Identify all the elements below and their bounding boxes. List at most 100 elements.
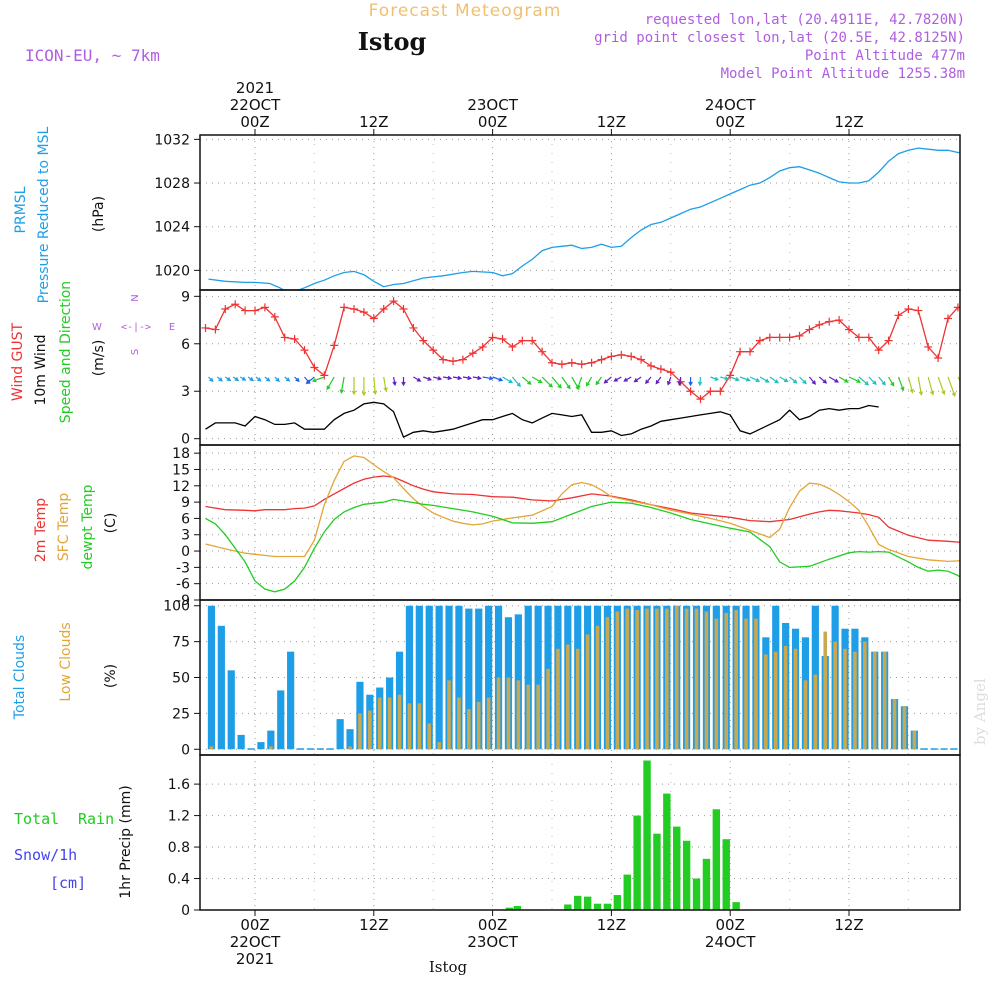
temperature-ytick-label: -9 (176, 593, 190, 609)
low-cloud-bar (516, 680, 521, 750)
gust-marker (528, 336, 537, 345)
gust-marker (340, 303, 349, 312)
temperature-ytick-label: 18 (172, 446, 190, 462)
wind-direction-arrow (633, 376, 642, 383)
wind-direction-arrow (401, 377, 406, 387)
low-cloud-bar (566, 644, 570, 750)
total-cloud-bar (346, 729, 354, 750)
total-cloud-bar (455, 605, 463, 750)
bottom-time-label: 00Z (478, 916, 507, 934)
total-cloud-bar (940, 748, 948, 750)
panels: 10201024102810320369-9-6-303691215180255… (154, 132, 984, 919)
rain-bar (673, 826, 681, 910)
wind-direction-arrow (492, 376, 504, 382)
gust-marker (330, 341, 339, 350)
rain-bar (702, 858, 711, 910)
low-cloud-bar (407, 703, 412, 750)
low-cloud-bar (457, 697, 461, 750)
low-cloud-bar (764, 654, 768, 750)
low-cloud-bar (843, 648, 847, 750)
cloud-ylabels: Total Clouds Low Clouds (%) (12, 622, 119, 720)
total-cloud-bar (960, 748, 967, 750)
temperature-ytick-label: 12 (172, 479, 190, 495)
precip-ytick-label: 0 (181, 903, 190, 919)
precip-frame (199, 754, 961, 911)
compass-west: W (92, 322, 102, 333)
total-cloud-bar (534, 605, 542, 750)
low-cloud-bar (665, 608, 669, 750)
rain-bar (722, 839, 730, 910)
rain-bar (643, 760, 651, 910)
bottom-time-label: 12Z (597, 916, 626, 934)
wind-grid (200, 290, 960, 445)
gust-line (205, 300, 960, 400)
total-cloud-bar (970, 748, 977, 750)
gust-marker (429, 346, 438, 355)
wind-direction-arrow (521, 376, 532, 385)
gust-marker (765, 333, 774, 342)
wind-direction-arrow (541, 376, 553, 388)
low-cloud-bar (744, 618, 748, 750)
gust-marker (449, 357, 457, 366)
gust-marker (746, 347, 754, 356)
gust-marker (320, 371, 329, 380)
gust-marker (270, 312, 279, 321)
wind-direction-arrow (720, 376, 730, 381)
rain-bar (633, 815, 641, 910)
gust-marker (508, 342, 517, 351)
low-cloud-bar (209, 746, 214, 750)
top-time-label: 12Z (834, 113, 863, 131)
gust-marker (518, 336, 527, 345)
total-cloud-bar (445, 605, 453, 750)
low-cloud-bar (368, 710, 372, 750)
pressure-grid (200, 135, 960, 290)
gust-marker (231, 300, 240, 309)
top-time-label: 22OCT (230, 96, 281, 114)
rain-bar (653, 833, 661, 910)
wind-direction-arrow (351, 377, 357, 396)
temperature-marks (205, 455, 960, 593)
wind-ytick-label: 6 (181, 337, 190, 353)
temp2m-line (205, 475, 960, 543)
bottom-time-label: 22OCT (230, 933, 281, 951)
low-cloud-bar (556, 648, 560, 750)
wind-direction-arrow (339, 376, 345, 394)
station-title: Istog (358, 27, 427, 56)
top-time-label: 12Z (597, 113, 626, 131)
panel-clouds: 0 25 50 75 100 (163, 599, 977, 758)
gust-marker (815, 320, 824, 329)
rain-bar (623, 874, 631, 910)
temperature-ytick-label: 6 (181, 511, 190, 527)
total-cloud-bar (306, 748, 315, 750)
wind-direction-arrow (372, 376, 378, 396)
low-cloud-bar (833, 641, 837, 750)
wind-direction-arrow (255, 376, 262, 382)
wind-direction-arrow (326, 376, 335, 391)
low-cloud-bar (546, 668, 550, 750)
gust-marker (310, 363, 319, 372)
wind-direction-arrow (978, 377, 984, 392)
bottom-time-label: 24OCT (705, 933, 756, 951)
gust-marker (617, 350, 626, 359)
total-cloud-bar (207, 605, 216, 750)
gust-marker (350, 304, 358, 313)
wind-direction-arrow (224, 376, 232, 382)
wind-direction-arrow (274, 376, 280, 383)
wind-direction-arrow (294, 376, 300, 383)
low-cloud-bar (863, 641, 867, 750)
low-cloud-bar (526, 684, 531, 750)
wind-direction-arrow (799, 376, 807, 385)
gust-marker (835, 316, 844, 325)
footer-station: Istog (429, 958, 468, 976)
wind-direction-arrow (472, 375, 482, 381)
top-time-label: 23OCT (467, 96, 518, 114)
low-cloud-bar (783, 645, 788, 750)
rain-bar (663, 793, 671, 910)
gust-marker (755, 336, 764, 345)
pressure-ylabel-unit: (hPa) (91, 196, 107, 232)
wind-direction-arrow (561, 376, 571, 390)
low-cloud-bar (506, 677, 511, 750)
rain-bar (513, 906, 522, 910)
cloud-ylabel-total: Total Clouds (12, 635, 28, 720)
